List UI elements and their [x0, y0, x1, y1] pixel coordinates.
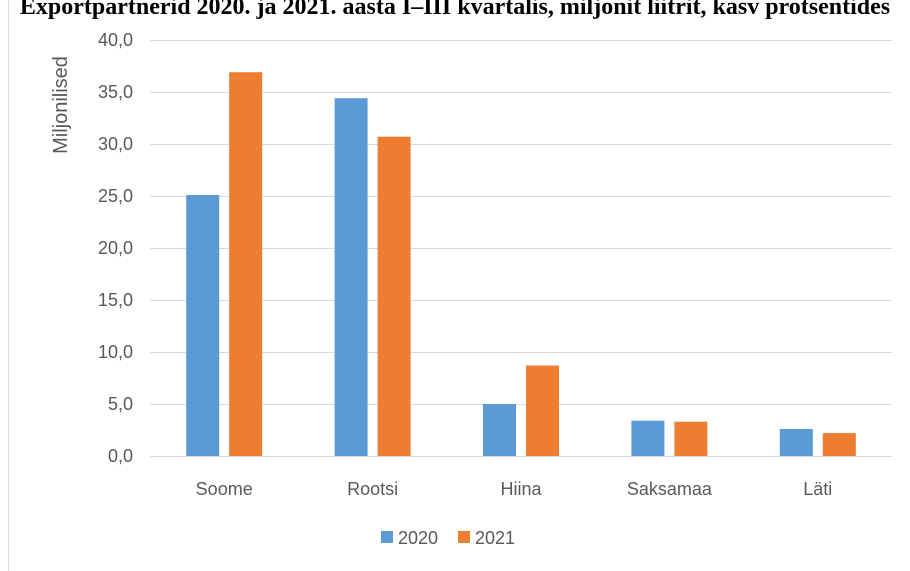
- y-tick-label: 40,0: [98, 30, 133, 50]
- bar-saksamaa-2021: [674, 421, 708, 456]
- legend: 2020 2021: [381, 528, 515, 548]
- y-tick-label: 20,0: [98, 238, 133, 258]
- bar-rootsi-2021: [377, 136, 411, 456]
- bar-soome-2020: [186, 194, 220, 456]
- bar-läti-2020: [779, 428, 813, 456]
- y-axis-ticks: 0,0 5,0 10,0 15,0 20,0 25,0 30,0 35,0 40,0: [98, 30, 133, 466]
- title-area: Exportpartnerid 2020. ja 2021. aasta I–I…: [20, 0, 890, 20]
- x-category-label: Läti: [803, 479, 832, 499]
- x-category-label: Hiina: [500, 479, 542, 499]
- bar-soome-2021: [229, 72, 263, 457]
- legend-label-2021: 2021: [475, 528, 515, 548]
- legend-label-2020: 2020: [398, 528, 438, 548]
- bar-saksamaa-2020: [631, 420, 665, 456]
- y-tick-label: 15,0: [98, 290, 133, 310]
- y-tick-label: 5,0: [108, 394, 133, 414]
- legend-swatch-2021: [458, 531, 470, 543]
- y-tick-label: 30,0: [98, 134, 133, 154]
- bar-hiina-2020: [483, 404, 516, 456]
- bar-hiina-2021: [526, 365, 559, 456]
- x-category-label: Saksamaa: [627, 479, 713, 499]
- gridlines: [150, 40, 892, 457]
- legend-swatch-2020: [381, 531, 393, 543]
- chart-title: Exportpartnerid 2020. ja 2021. aasta I–I…: [20, 0, 890, 20]
- y-tick-label: 10,0: [98, 342, 133, 362]
- y-tick-label: 25,0: [98, 186, 133, 206]
- y-axis-label: Miljonilised: [50, 56, 72, 154]
- x-axis-categories: Soome Rootsi Hiina Saksamaa Läti: [196, 479, 833, 499]
- x-category-label: Soome: [196, 479, 253, 499]
- bar-läti-2021: [822, 433, 856, 456]
- y-tick-label: 35,0: [98, 82, 133, 102]
- bar-rootsi-2020: [334, 98, 368, 457]
- y-tick-label: 0,0: [108, 446, 133, 466]
- x-category-label: Rootsi: [347, 479, 398, 499]
- bars: [186, 72, 856, 457]
